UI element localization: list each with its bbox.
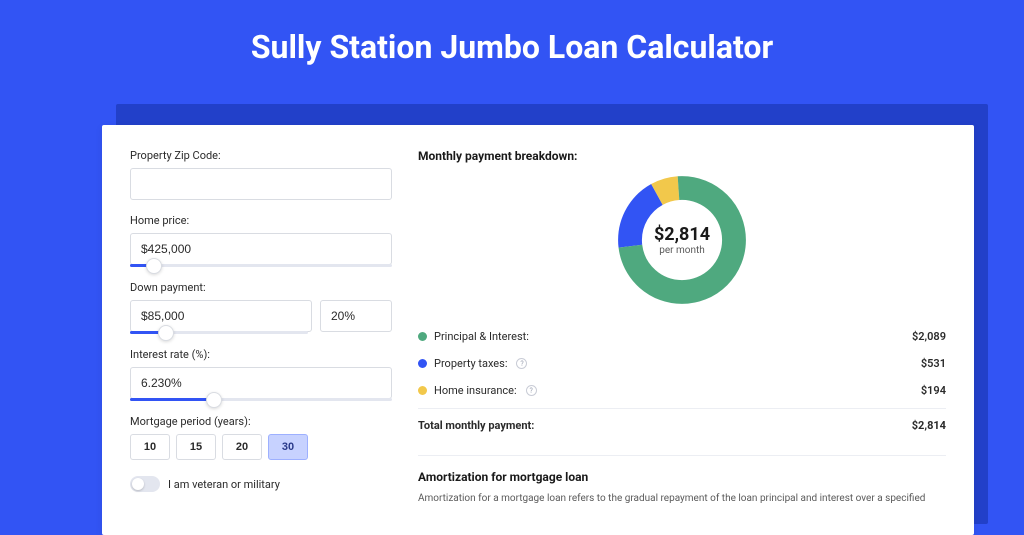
calculator-card: Property Zip Code: Home price: Down paym… bbox=[102, 125, 974, 535]
legend-label: Home insurance: bbox=[434, 384, 517, 397]
page-title: Sully Station Jumbo Loan Calculator bbox=[0, 0, 1024, 88]
legend-total-row: Total monthly payment: $2,814 bbox=[418, 408, 946, 439]
legend-row: Property taxes:? $531 bbox=[418, 350, 946, 377]
veteran-toggle-row: I am veteran or military bbox=[130, 476, 392, 492]
legend-value: $194 bbox=[921, 384, 946, 397]
interest-rate-slider-thumb[interactable] bbox=[206, 392, 222, 408]
veteran-label: I am veteran or military bbox=[168, 478, 280, 491]
breakdown-column: Monthly payment breakdown: $2,814 per mo… bbox=[418, 149, 946, 515]
breakdown-title: Monthly payment breakdown: bbox=[418, 149, 946, 163]
down-payment-label: Down payment: bbox=[130, 281, 392, 294]
home-price-input[interactable] bbox=[130, 233, 392, 265]
period-option-20[interactable]: 20 bbox=[222, 434, 262, 460]
mortgage-period-field-group: Mortgage period (years): 10152030 bbox=[130, 415, 392, 460]
donut-center: $2,814 per month bbox=[617, 175, 747, 305]
period-option-15[interactable]: 15 bbox=[176, 434, 216, 460]
mortgage-period-label: Mortgage period (years): bbox=[130, 415, 392, 428]
down-payment-percent-input[interactable] bbox=[320, 300, 392, 332]
legend-value: $2,089 bbox=[912, 330, 946, 343]
period-option-30[interactable]: 30 bbox=[268, 434, 308, 460]
input-column: Property Zip Code: Home price: Down paym… bbox=[130, 149, 392, 515]
interest-rate-input[interactable] bbox=[130, 367, 392, 399]
zip-field-group: Property Zip Code: bbox=[130, 149, 392, 200]
veteran-toggle[interactable] bbox=[130, 476, 160, 492]
donut-chart: $2,814 per month bbox=[617, 175, 747, 305]
legend-total-value: $2,814 bbox=[912, 419, 946, 432]
interest-rate-field-group: Interest rate (%): bbox=[130, 348, 392, 401]
donut-wrap: $2,814 per month bbox=[418, 175, 946, 305]
interest-rate-label: Interest rate (%): bbox=[130, 348, 392, 361]
veteran-toggle-knob bbox=[132, 478, 144, 490]
interest-rate-slider[interactable] bbox=[130, 398, 392, 401]
legend-value: $531 bbox=[921, 357, 946, 370]
info-icon[interactable]: ? bbox=[516, 358, 527, 369]
legend-dot bbox=[418, 386, 427, 395]
legend-label: Principal & Interest: bbox=[434, 330, 529, 343]
legend-dot bbox=[418, 359, 427, 368]
info-icon[interactable]: ? bbox=[526, 385, 537, 396]
mortgage-period-options: 10152030 bbox=[130, 434, 392, 460]
legend-row: Home insurance:? $194 bbox=[418, 377, 946, 404]
home-price-field-group: Home price: bbox=[130, 214, 392, 267]
legend: Principal & Interest: $2,089 Property taxe… bbox=[418, 323, 946, 439]
donut-amount: $2,814 bbox=[654, 224, 710, 245]
legend-dot bbox=[418, 332, 427, 341]
amortization-text: Amortization for a mortgage loan refers … bbox=[418, 492, 946, 506]
interest-rate-slider-fill bbox=[130, 398, 214, 401]
legend-total-label: Total monthly payment: bbox=[418, 419, 534, 432]
zip-input[interactable] bbox=[130, 168, 392, 200]
down-payment-slider-thumb[interactable] bbox=[158, 325, 174, 341]
donut-sub: per month bbox=[659, 245, 705, 256]
down-payment-slider[interactable] bbox=[130, 331, 308, 334]
period-option-10[interactable]: 10 bbox=[130, 434, 170, 460]
amortization-section: Amortization for mortgage loan Amortizat… bbox=[418, 455, 946, 506]
zip-label: Property Zip Code: bbox=[130, 149, 392, 162]
home-price-slider-thumb[interactable] bbox=[146, 258, 162, 274]
home-price-slider[interactable] bbox=[130, 264, 392, 267]
legend-row: Principal & Interest: $2,089 bbox=[418, 323, 946, 350]
legend-label: Property taxes: bbox=[434, 357, 507, 370]
amortization-title: Amortization for mortgage loan bbox=[418, 470, 946, 484]
home-price-label: Home price: bbox=[130, 214, 392, 227]
down-payment-amount-input[interactable] bbox=[130, 300, 312, 332]
down-payment-field-group: Down payment: bbox=[130, 281, 392, 334]
